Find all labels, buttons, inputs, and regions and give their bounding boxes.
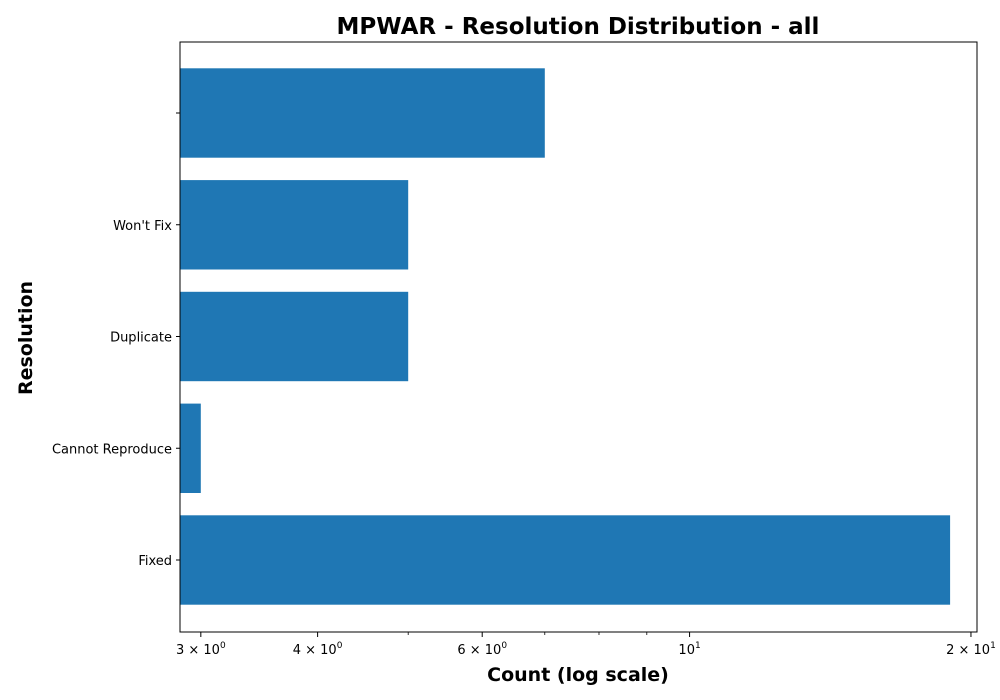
y-axis-label: Resolution	[15, 281, 37, 395]
x-tick-label-0: 3 × 100	[176, 641, 226, 658]
x-axis-label: Count (log scale)	[487, 664, 669, 686]
bar-0	[180, 515, 951, 605]
y-tick-label-1: Cannot Reproduce	[52, 442, 172, 457]
bar-2	[180, 291, 409, 382]
y-tick-label-0: Fixed	[138, 554, 172, 569]
y-ticks-group: Fixed Cannot Reproduce Duplicate Won't Fix	[52, 112, 180, 569]
bar-3	[180, 180, 409, 270]
chart-title: MPWAR - Resolution Distribution - all	[337, 14, 820, 40]
y-tick-label-3: Won't Fix	[113, 219, 172, 234]
bar-4	[180, 68, 545, 158]
x-ticks-group: 3 × 100 4 × 100 6 × 100 101 2 × 101	[176, 632, 996, 658]
x-tick-label-3: 101	[678, 641, 700, 658]
bars-group	[180, 68, 951, 605]
bar-1	[180, 403, 201, 493]
y-tick-label-2: Duplicate	[110, 331, 172, 346]
x-tick-label-1: 4 × 100	[293, 641, 343, 658]
x-tick-label-2: 6 × 100	[457, 641, 507, 658]
x-tick-label-4: 2 × 101	[946, 641, 996, 658]
plot-area-frame	[179, 41, 978, 633]
